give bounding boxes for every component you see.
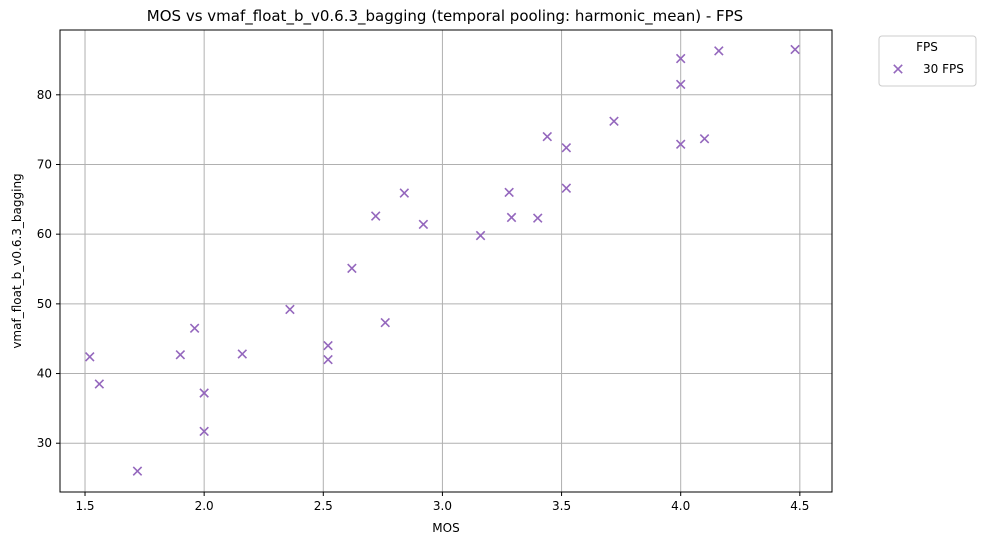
y-tick-label: 70: [37, 157, 52, 171]
data-point: [323, 354, 333, 365]
y-tick-label: 40: [37, 367, 52, 381]
y-axis: 30 40 50 60 70 80: [37, 88, 60, 450]
data-point: [699, 133, 710, 144]
data-point: [609, 116, 619, 127]
data-point: [532, 213, 543, 223]
data-point: [714, 46, 724, 56]
data-point: [475, 230, 486, 241]
data-point: [347, 263, 357, 274]
legend-title: FPS: [916, 40, 938, 54]
x-axis-label: MOS: [432, 521, 459, 535]
data-point: [561, 142, 572, 153]
legend-box: [878, 35, 977, 87]
data-point: [189, 323, 200, 334]
x-tick-label: 4.5: [790, 499, 809, 513]
data-point: [561, 183, 572, 193]
data-point: [85, 352, 95, 362]
data-point: [199, 388, 209, 398]
data-point: [790, 44, 800, 55]
legend: FPS 30 FPS: [878, 35, 977, 87]
y-tick-label: 80: [37, 88, 52, 102]
grid-lines: [60, 30, 832, 492]
legend-marker-icon: [893, 64, 903, 74]
x-tick-label: 3.0: [433, 499, 452, 513]
data-point: [675, 53, 686, 64]
data-point: [506, 212, 517, 223]
data-point: [94, 379, 105, 389]
legend-marker-x: [893, 64, 903, 74]
x-tick-label: 3.5: [552, 499, 571, 513]
data-point: [542, 131, 553, 142]
y-tick-label: 50: [37, 297, 52, 311]
data-point: [132, 466, 143, 476]
x-tick-label: 4.0: [671, 499, 690, 513]
x-axis: 1.5 2.0 2.5 3.0 3.5 4.0 4.5: [75, 492, 809, 513]
data-points: [85, 44, 800, 476]
data-point: [199, 426, 209, 437]
legend-entry-label: 30 FPS: [923, 62, 964, 76]
data-point: [285, 304, 295, 315]
data-point: [675, 79, 686, 90]
x-tick-label: 2.0: [195, 499, 214, 513]
chart-title: MOS vs vmaf_float_b_v0.6.3_bagging (temp…: [147, 7, 743, 26]
data-point: [675, 139, 686, 150]
plot-area: [59, 29, 833, 493]
data-point: [175, 349, 186, 360]
y-tick-label: 60: [37, 227, 52, 241]
y-axis-label: vmaf_float_b_v0.6.3_bagging: [10, 173, 24, 348]
data-point: [380, 317, 391, 328]
data-point: [399, 188, 410, 198]
x-tick-label: 1.5: [75, 499, 94, 513]
data-point: [323, 340, 333, 351]
data-point: [504, 187, 514, 198]
x-tick-label: 2.5: [314, 499, 333, 513]
data-point: [418, 219, 429, 230]
y-tick-label: 30: [37, 436, 52, 450]
data-point: [237, 349, 248, 359]
data-point: [370, 211, 381, 221]
